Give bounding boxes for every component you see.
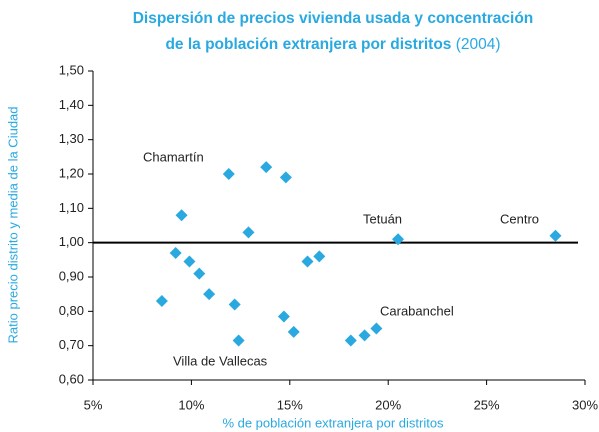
point [370,322,383,335]
point [228,298,241,311]
point [279,171,292,184]
y-tick-label: 1,50 [59,62,84,77]
point [155,295,168,308]
point [183,255,196,268]
x-tick-label: 25% [474,397,500,412]
point [344,334,357,347]
annotation: Centro [500,211,539,226]
point [301,255,314,268]
y-tick-label: 0,70 [59,337,84,352]
point [313,250,326,263]
x-tick-label: 10% [178,397,204,412]
y-tick-label: 1,10 [59,200,84,215]
point [549,229,562,242]
chart-title: de la población extranjera por distritos… [165,36,500,53]
y-tick-label: 1,30 [59,131,84,146]
x-axis-title: % de población extranjera por distritos [222,415,444,430]
y-tick-label: 1,00 [59,234,84,249]
annotation: Tetuán [363,211,402,226]
point [169,246,182,259]
x-tick-label: 20% [375,397,401,412]
point [277,310,290,323]
y-tick-label: 0,60 [59,371,84,386]
point [260,161,273,174]
x-tick-label: 5% [84,397,103,412]
annotation: Carabanchel [380,303,454,318]
point [222,168,235,180]
y-tick-label: 0,80 [59,303,84,318]
y-tick-label: 0,90 [59,268,84,283]
annotation: Chamartín [143,149,204,164]
chart-subtitle: (2004) [456,36,501,53]
point [358,329,371,342]
point [287,325,300,338]
y-tick-label: 1,20 [59,165,84,180]
chart-title: Dispersión de precios vivienda usada y c… [133,10,534,27]
point [242,226,255,239]
point [232,334,245,347]
x-tick-label: 15% [277,397,303,412]
point [203,288,216,301]
chart-title: de la población extranjera por distritos [165,36,451,53]
point [392,233,405,246]
point [193,267,206,280]
point [175,209,188,222]
y-axis-title: Ratio precio distrito y media de la Ciud… [5,106,20,343]
x-tick-label: 30% [572,397,598,412]
y-tick-label: 1,40 [59,97,84,112]
annotation: Villa de Vallecas [173,353,268,368]
